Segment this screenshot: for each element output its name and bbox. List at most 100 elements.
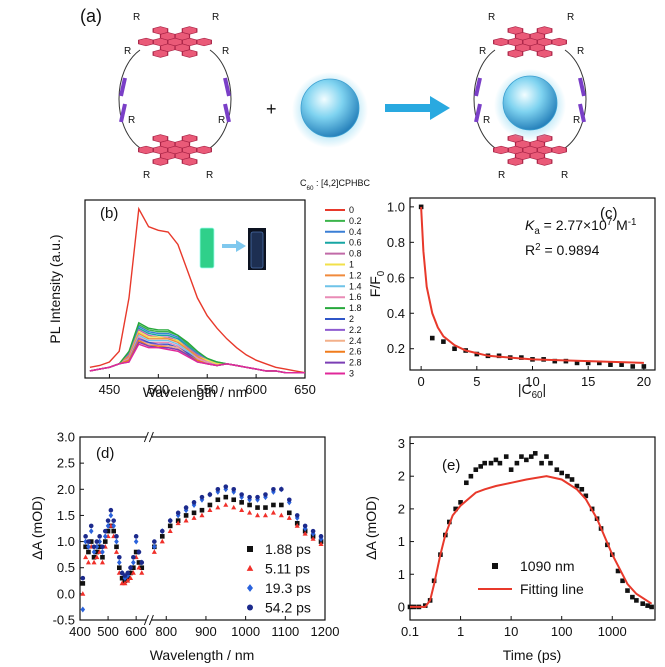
marker bbox=[176, 511, 181, 516]
marker bbox=[311, 529, 316, 534]
marker bbox=[509, 467, 514, 472]
x-axis-label: Wavelength / nm bbox=[143, 384, 248, 400]
substituent-label: R bbox=[483, 115, 490, 126]
marker bbox=[208, 503, 213, 508]
marker bbox=[100, 549, 105, 555]
y-tick-label: 0.6 bbox=[387, 270, 405, 285]
marker bbox=[200, 508, 205, 513]
marker bbox=[565, 474, 570, 479]
marker bbox=[103, 533, 108, 539]
marker bbox=[117, 565, 122, 570]
marker bbox=[504, 454, 509, 459]
x-tick-label: 1000 bbox=[598, 624, 627, 639]
marker bbox=[109, 512, 114, 518]
legend-label: 2 bbox=[349, 314, 354, 324]
y-tick-label: 1.0 bbox=[387, 199, 405, 214]
marker bbox=[199, 513, 204, 518]
y-tick-label: 3.0 bbox=[57, 430, 75, 445]
benzene-ring bbox=[182, 50, 197, 58]
y-tick-label: 1 bbox=[398, 534, 405, 549]
marker bbox=[81, 576, 86, 581]
annotation-part: -1 bbox=[628, 217, 637, 228]
marker bbox=[494, 458, 499, 463]
x-axis-label-part: |C bbox=[518, 381, 532, 397]
marker bbox=[134, 534, 139, 539]
legend-label: 1090 nm bbox=[520, 558, 574, 574]
marker bbox=[640, 601, 645, 606]
marker bbox=[160, 534, 165, 539]
marker bbox=[137, 550, 142, 555]
marker bbox=[263, 492, 268, 497]
legend-label: 1.88 ps bbox=[265, 541, 311, 557]
y-tick-label: 1.0 bbox=[57, 534, 75, 549]
substituent-label: R bbox=[479, 46, 486, 57]
marker bbox=[111, 529, 116, 534]
substituent-label: R bbox=[124, 46, 131, 57]
marker bbox=[109, 508, 114, 513]
legend-label: 0.8 bbox=[349, 249, 362, 259]
benzene-ring bbox=[552, 146, 567, 154]
marker bbox=[86, 539, 91, 544]
y-tick-label: 1 bbox=[398, 567, 405, 582]
vial-dark bbox=[251, 232, 263, 268]
legend-label: 1.6 bbox=[349, 292, 362, 302]
marker bbox=[131, 555, 136, 560]
marker bbox=[111, 518, 116, 523]
substituent-label: R bbox=[488, 12, 495, 23]
plus-sign: + bbox=[266, 99, 277, 119]
marker bbox=[473, 467, 478, 472]
marker bbox=[216, 497, 221, 502]
marker bbox=[168, 528, 173, 533]
marker bbox=[184, 513, 189, 518]
marker bbox=[192, 500, 197, 505]
marker bbox=[160, 539, 165, 544]
marker bbox=[184, 505, 189, 510]
substituent-label: R bbox=[128, 115, 135, 126]
legend-label: 2.2 bbox=[349, 325, 362, 335]
substituent-label: R bbox=[212, 12, 219, 23]
marker bbox=[114, 545, 119, 550]
legend-label: 0 bbox=[349, 205, 354, 215]
marker bbox=[86, 550, 91, 555]
marker bbox=[215, 505, 220, 510]
marker bbox=[630, 364, 635, 369]
marker bbox=[548, 461, 553, 466]
benzene-ring bbox=[197, 146, 212, 154]
marker bbox=[89, 524, 94, 529]
marker bbox=[247, 546, 253, 552]
marker bbox=[255, 495, 260, 500]
marker bbox=[255, 513, 260, 518]
hoop-chain bbox=[565, 50, 586, 148]
marker bbox=[100, 560, 105, 565]
benzene-ring bbox=[537, 27, 552, 35]
marker bbox=[441, 339, 446, 344]
marker bbox=[287, 515, 292, 520]
substituent-label: R bbox=[218, 115, 225, 126]
marker bbox=[239, 492, 244, 497]
marker bbox=[114, 539, 119, 545]
x-tick-label: 600 bbox=[125, 624, 147, 639]
benzene-ring bbox=[182, 135, 197, 143]
benzene-ring bbox=[197, 38, 212, 46]
x-tick-label: 450 bbox=[99, 382, 121, 397]
marker bbox=[529, 454, 534, 459]
legend-label: 0.6 bbox=[349, 238, 362, 248]
hoop-chain bbox=[474, 50, 495, 148]
x-tick-label: 1200 bbox=[311, 624, 340, 639]
marker bbox=[580, 487, 585, 492]
x-tick-label: 1 bbox=[457, 624, 464, 639]
x-axis-label: Wavelength / nm bbox=[150, 647, 255, 663]
marker bbox=[139, 560, 144, 565]
hoop-chain bbox=[210, 50, 231, 148]
y-tick-label: 0.4 bbox=[387, 306, 405, 321]
marker bbox=[247, 503, 252, 508]
panel-label: (a) bbox=[80, 6, 102, 26]
marker bbox=[515, 461, 520, 466]
series-line bbox=[90, 323, 305, 373]
annotation: Ka = 2.77×107 M-1 bbox=[525, 217, 636, 237]
marker bbox=[168, 524, 173, 529]
legend-label: 3 bbox=[349, 369, 354, 379]
x-tick-label: 0.1 bbox=[401, 624, 419, 639]
legend-label: 1 bbox=[349, 260, 354, 270]
marker bbox=[519, 454, 524, 459]
